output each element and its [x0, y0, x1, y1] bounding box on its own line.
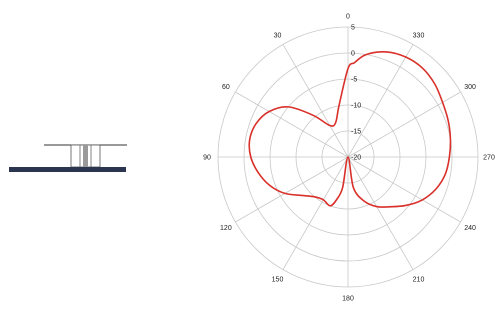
angle-tick-label: 60 [222, 84, 230, 91]
angular-grid-spoke [282, 44, 349, 158]
antenna-feed-core [83, 145, 88, 167]
angular-grid-spoke [235, 91, 349, 158]
angle-tick-label: 330 [413, 32, 425, 39]
angle-tick-label: 0 [346, 14, 350, 21]
angular-grid-spoke [282, 156, 349, 270]
angle-tick-labels: 0 30 60 90 120 150 180 210 240 270 300 330 [203, 14, 495, 303]
angle-tick-label: 300 [464, 84, 476, 91]
radial-tick-label: -20 [351, 155, 361, 162]
angle-tick-label: 150 [272, 277, 284, 284]
radial-tick-label: 5 [351, 25, 355, 32]
radiation-pattern-trace [248, 51, 452, 208]
antenna-side-view-icon [9, 144, 127, 172]
radial-tick-labels: 5 0 -5 -10 -15 -20 [351, 25, 361, 162]
angle-tick-label: 180 [342, 296, 354, 303]
angular-grid [218, 27, 478, 287]
angular-grid-spoke [347, 91, 461, 158]
radial-tick-label: 0 [351, 51, 355, 58]
radial-tick-label: -5 [351, 77, 357, 84]
angle-tick-label: 210 [413, 277, 425, 284]
angular-grid-spoke [347, 156, 461, 223]
angular-grid-spoke [347, 156, 414, 270]
radial-tick-label: -10 [351, 103, 361, 110]
angle-tick-label: 240 [464, 225, 476, 232]
angle-tick-label: 270 [483, 155, 495, 162]
angle-tick-label: 90 [203, 155, 211, 162]
radial-tick-label: -15 [351, 129, 361, 136]
angle-tick-label: 30 [274, 32, 282, 39]
angular-grid-spoke [347, 44, 414, 158]
antenna-ground-plane [9, 167, 126, 172]
angular-grid-spoke [235, 156, 349, 223]
angle-tick-label: 120 [220, 225, 232, 232]
